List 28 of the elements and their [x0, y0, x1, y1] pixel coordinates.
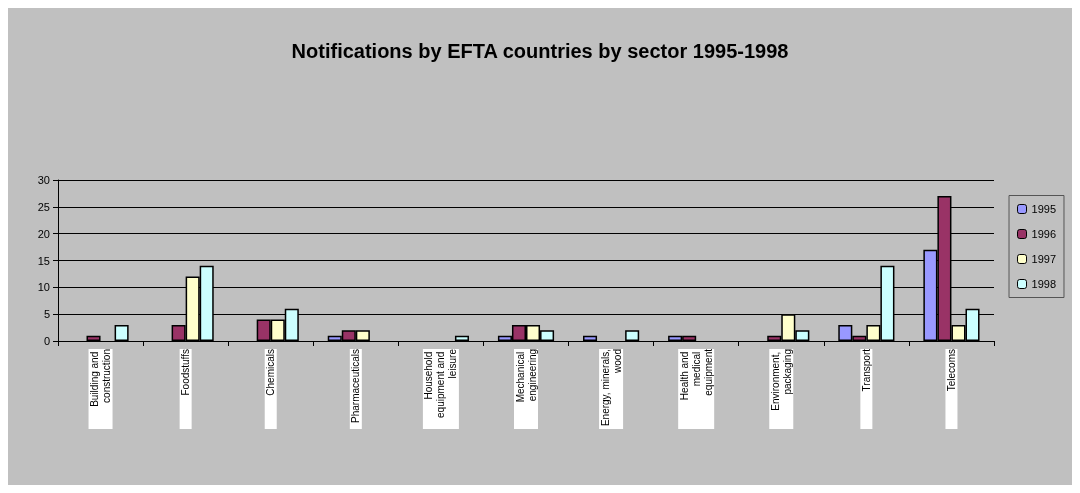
x-tick-label: Telecoms — [945, 349, 957, 392]
y-tick-label: 30 — [37, 174, 50, 186]
legend-label: 1995 — [1031, 203, 1057, 215]
bar — [86, 335, 101, 341]
x-tick-label: Foodstuffs — [180, 349, 192, 396]
x-tick-label: Mechanical engineering — [514, 349, 538, 403]
x-tick-label: Health and medical equipment — [678, 348, 714, 401]
x-tick-label: Energy, minerals, wood — [599, 349, 623, 427]
x-tick-label: Transport — [860, 348, 872, 392]
bar — [583, 335, 598, 341]
bar — [114, 324, 129, 341]
x-tick-label: Household equipment and leisure — [423, 348, 459, 418]
y-tick-label: 15 — [37, 254, 50, 267]
y-tick-label: 5 — [43, 308, 50, 321]
y-tick-label: 25 — [37, 200, 50, 213]
bar — [454, 335, 469, 341]
legend-label: 1996 — [1031, 228, 1057, 240]
x-tick-label: Environment, packaging — [769, 349, 793, 411]
x-tick-label: Chemicals — [265, 349, 277, 396]
y-tick-label: 10 — [37, 281, 50, 294]
legend-label: 1997 — [1031, 253, 1057, 265]
x-tick-label: Building and construction — [89, 349, 113, 407]
bar — [625, 330, 640, 341]
y-tick-label: 0 — [43, 335, 50, 347]
x-tick-label: Pharmaceuticals — [350, 349, 362, 423]
y-tick-label: 20 — [37, 227, 50, 240]
chart-title: Notifications by EFTA countries by sector 1995-1998 — [291, 40, 789, 62]
legend-label: 1998 — [1031, 278, 1057, 290]
